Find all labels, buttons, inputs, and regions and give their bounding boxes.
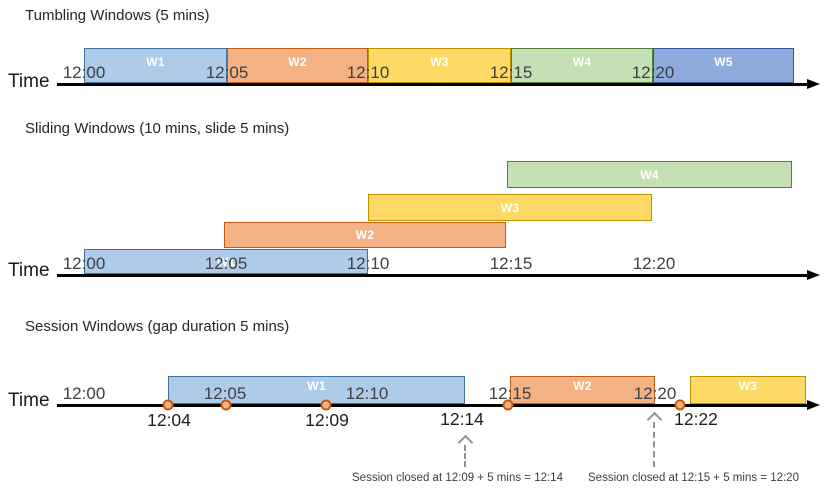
time-axis-arrowhead-icon (807, 269, 820, 280)
annotation-arrow-line (464, 445, 466, 467)
axis-tick-label: 12:00 (62, 254, 106, 273)
window-label: W3 (500, 200, 520, 215)
axis-tick-label: 12:20 (633, 384, 677, 403)
event-dot (502, 399, 514, 411)
axis-tick-label: 12:15 (489, 63, 533, 82)
window-label: W2 (288, 55, 307, 69)
window-label: W4 (640, 167, 659, 182)
axis-tick-label: 12:10 (346, 63, 390, 82)
axis-tick-label: 12:05 (203, 384, 247, 403)
window-w4-box: W4 (507, 161, 792, 188)
event-time-label: 12:04 (147, 410, 191, 430)
axis-tick-label: 12:05 (204, 254, 248, 273)
time-axis-label: Time (8, 71, 50, 92)
window-w5-box: W5 (653, 48, 794, 83)
event-dot (220, 399, 232, 411)
window-label: W4 (572, 55, 592, 69)
time-axis-line (57, 404, 808, 407)
event-dot (320, 399, 332, 411)
window-label: W1 (307, 379, 326, 393)
event-time-label: 12:09 (305, 410, 349, 430)
window-w3-box: W3 (690, 376, 806, 404)
event-time-label: 12:14 (440, 409, 484, 429)
session-close-note: Session closed at 12:15 + 5 mins = 12:20 (588, 472, 799, 484)
window-label: W1 (216, 254, 236, 269)
axis-tick-label: 12:15 (489, 254, 533, 273)
axis-tick-label: 12:10 (345, 384, 389, 403)
annotation-arrow-line (653, 422, 655, 467)
timeline-title: Sliding Windows (10 mins, slide 5 mins) (25, 120, 290, 137)
window-w1-box: W1 (84, 249, 368, 274)
axis-tick-label: 12:00 (62, 384, 106, 403)
axis-tick-label: 12:10 (346, 254, 390, 273)
axis-tick-label: 12:20 (631, 63, 675, 82)
window-w2-box: W2 (227, 48, 368, 83)
window-label: W1 (146, 55, 165, 69)
window-w1-box: W1 (84, 48, 227, 83)
axis-tick-label: 12:20 (632, 254, 676, 273)
axis-tick-label: 12:00 (62, 63, 106, 82)
window-label: W2 (573, 379, 592, 393)
event-dot (162, 399, 174, 411)
annotation-arrowhead-icon (457, 434, 474, 451)
time-axis-line (57, 83, 808, 86)
time-axis-line (57, 274, 808, 277)
time-axis-arrowhead-icon (807, 399, 820, 410)
session-close-note: Session closed at 12:09 + 5 mins = 12:14 (352, 472, 563, 484)
event-dot (674, 399, 686, 411)
window-w2-box: W2 (224, 222, 506, 248)
event-time-label: 12:22 (674, 409, 718, 429)
window-w1-box: W1 (168, 376, 465, 404)
timeline-title: Tumbling Windows (5 mins) (25, 7, 210, 24)
window-label: W2 (355, 228, 375, 242)
axis-tick-label: 12:05 (205, 63, 249, 82)
window-w2-box: W2 (510, 376, 655, 404)
timeline-title: Session Windows (gap duration 5 mins) (25, 318, 290, 335)
annotation-arrowhead-icon (646, 411, 663, 428)
time-axis-label: Time (8, 260, 50, 281)
axis-tick-label: 12:15 (488, 384, 532, 403)
time-axis-label: Time (8, 390, 50, 411)
window-w3-box: W3 (368, 194, 652, 221)
window-label: W3 (738, 379, 758, 393)
window-label: W3 (430, 55, 449, 69)
window-label: W5 (714, 55, 733, 69)
time-axis-arrowhead-icon (807, 78, 820, 89)
window-w4-box: W4 (511, 48, 653, 83)
window-w3-box: W3 (368, 48, 511, 83)
